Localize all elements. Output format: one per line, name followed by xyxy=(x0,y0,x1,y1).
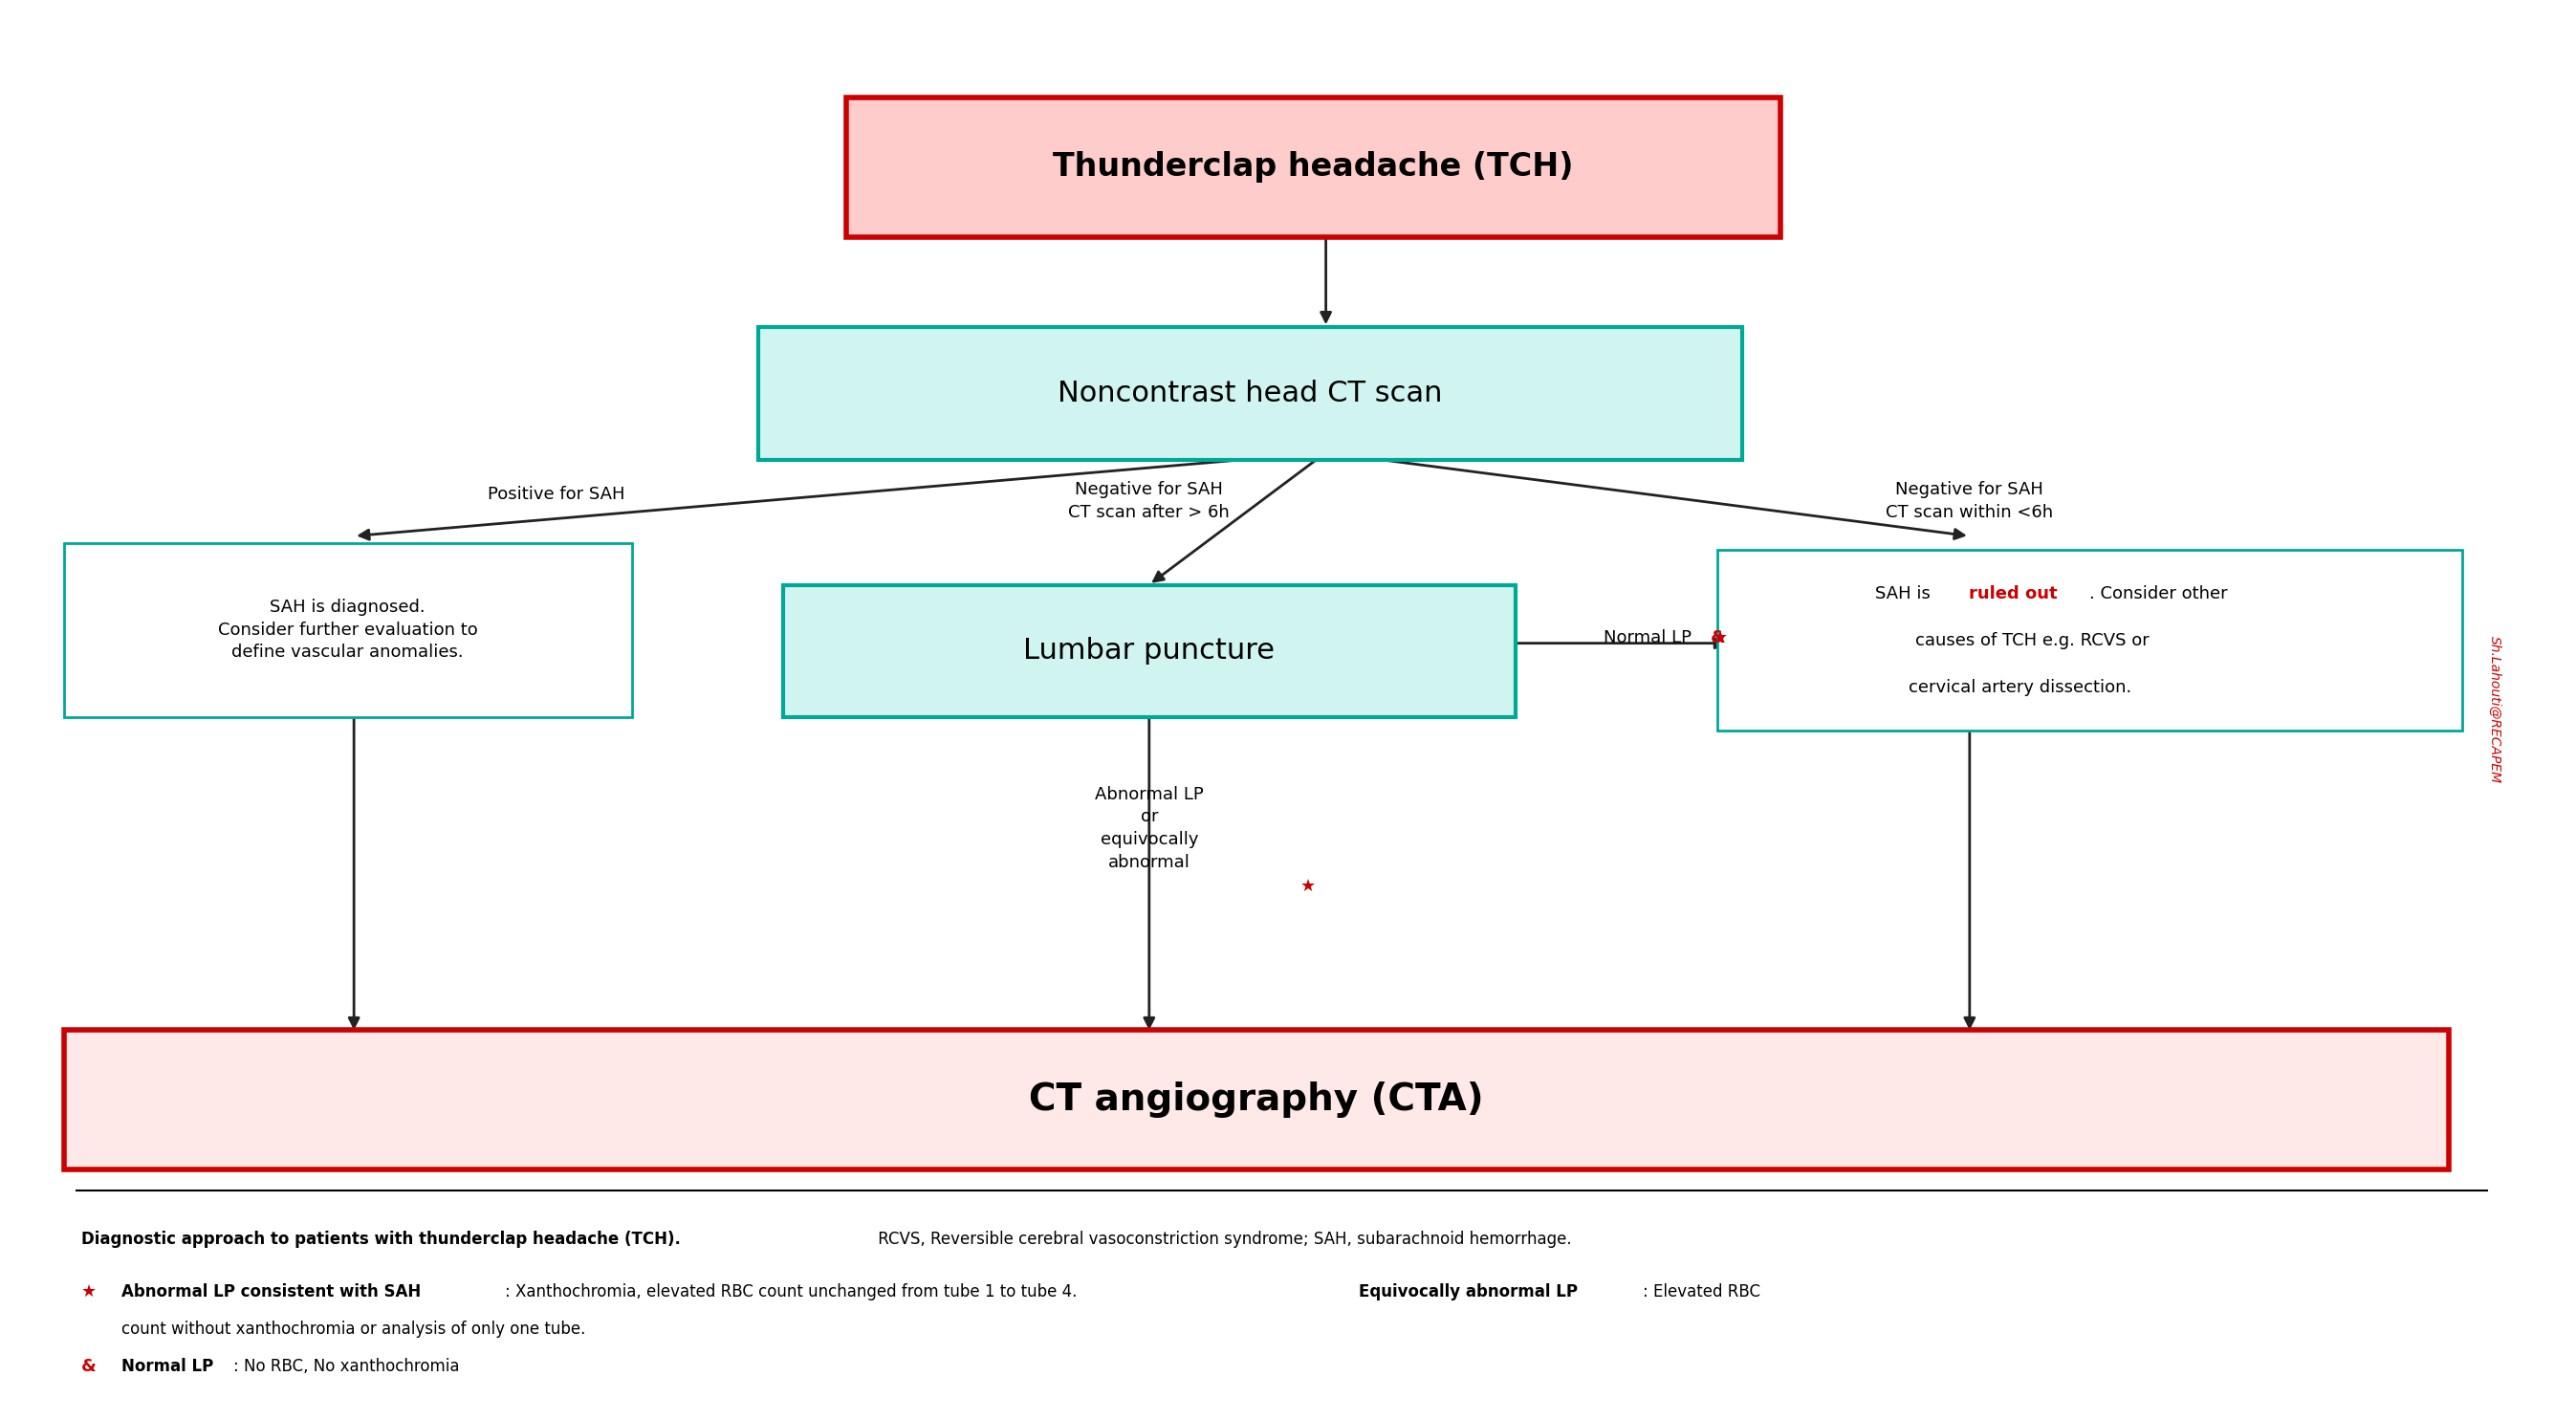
FancyBboxPatch shape xyxy=(783,585,1515,717)
Text: Equivocally abnormal LP: Equivocally abnormal LP xyxy=(1358,1284,1577,1301)
Text: SAH is diagnosed.
Consider further evaluation to
define vascular anomalies.: SAH is diagnosed. Consider further evalu… xyxy=(219,599,477,662)
FancyBboxPatch shape xyxy=(64,1030,2450,1169)
FancyBboxPatch shape xyxy=(845,98,1780,237)
Text: : Elevated RBC: : Elevated RBC xyxy=(1643,1284,1762,1301)
Text: ruled out: ruled out xyxy=(1968,585,2058,602)
Text: Abnormal LP
or
equivocally
abnormal: Abnormal LP or equivocally abnormal xyxy=(1095,785,1203,870)
Text: causes of TCH e.g. RCVS or: causes of TCH e.g. RCVS or xyxy=(1917,632,2148,649)
FancyBboxPatch shape xyxy=(1718,550,2463,731)
Text: Positive for SAH: Positive for SAH xyxy=(487,486,623,503)
Text: Sh.Lahouti@RECAPEM: Sh.Lahouti@RECAPEM xyxy=(2488,636,2501,784)
Text: Normal LP: Normal LP xyxy=(1602,629,1692,646)
Text: cervical artery dissection.: cervical artery dissection. xyxy=(1909,679,2133,696)
FancyBboxPatch shape xyxy=(757,327,1741,460)
Text: CT angiography (CTA): CT angiography (CTA) xyxy=(1028,1082,1484,1118)
Text: ★: ★ xyxy=(1301,878,1316,896)
Text: Abnormal LP consistent with SAH: Abnormal LP consistent with SAH xyxy=(121,1284,422,1301)
Text: . Consider other: . Consider other xyxy=(2089,585,2228,602)
Text: count without xanthochromia or analysis of only one tube.: count without xanthochromia or analysis … xyxy=(121,1321,585,1338)
Text: : No RBC, No xanthochromia: : No RBC, No xanthochromia xyxy=(232,1358,459,1376)
Text: &: & xyxy=(82,1358,95,1376)
Text: Diagnostic approach to patients with thunderclap headache (TCH).: Diagnostic approach to patients with thu… xyxy=(82,1230,680,1247)
Text: Noncontrast head CT scan: Noncontrast head CT scan xyxy=(1059,379,1443,408)
Text: Normal LP: Normal LP xyxy=(121,1358,214,1376)
Text: : Xanthochromia, elevated RBC count unchanged from tube 1 to tube 4.: : Xanthochromia, elevated RBC count unch… xyxy=(505,1284,1082,1301)
FancyBboxPatch shape xyxy=(64,542,631,717)
Text: SAH is: SAH is xyxy=(1875,585,1937,602)
Text: Negative for SAH
CT scan within <6h: Negative for SAH CT scan within <6h xyxy=(1886,481,2053,521)
Text: Thunderclap headache (TCH): Thunderclap headache (TCH) xyxy=(1054,152,1574,183)
Text: ★: ★ xyxy=(82,1284,98,1301)
Text: Lumbar puncture: Lumbar puncture xyxy=(1023,638,1275,665)
Text: &: & xyxy=(1710,629,1726,646)
Text: ★: ★ xyxy=(1713,629,1728,646)
Text: Negative for SAH
CT scan after > 6h: Negative for SAH CT scan after > 6h xyxy=(1069,481,1229,521)
Text: RCVS, Reversible cerebral vasoconstriction syndrome; SAH, subarachnoid hemorrhag: RCVS, Reversible cerebral vasoconstricti… xyxy=(873,1230,1571,1247)
